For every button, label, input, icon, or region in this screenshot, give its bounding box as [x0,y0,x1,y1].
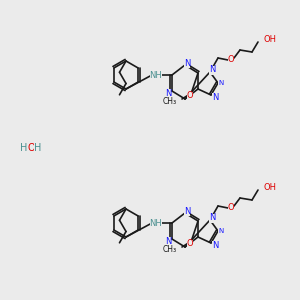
Text: N: N [184,58,190,68]
Text: N: N [209,65,215,74]
Text: O: O [228,202,234,211]
Text: N: N [165,88,171,98]
Text: O: O [187,92,193,100]
Text: H: H [34,143,41,153]
Text: N: N [212,241,218,250]
Text: CH₃: CH₃ [163,245,177,254]
Text: N: N [165,236,171,245]
Text: N: N [209,214,215,223]
Text: O: O [187,239,193,248]
Text: NH: NH [150,218,162,227]
Text: OH: OH [263,34,276,43]
Text: N: N [218,80,224,86]
Text: OH: OH [263,182,276,191]
Text: H: H [20,143,27,153]
Text: CH₃: CH₃ [163,98,177,106]
Text: NH: NH [150,70,162,80]
Text: O: O [27,143,34,153]
Text: N: N [218,228,224,234]
Text: N: N [212,92,218,101]
Text: N: N [184,206,190,215]
Text: O: O [228,55,234,64]
